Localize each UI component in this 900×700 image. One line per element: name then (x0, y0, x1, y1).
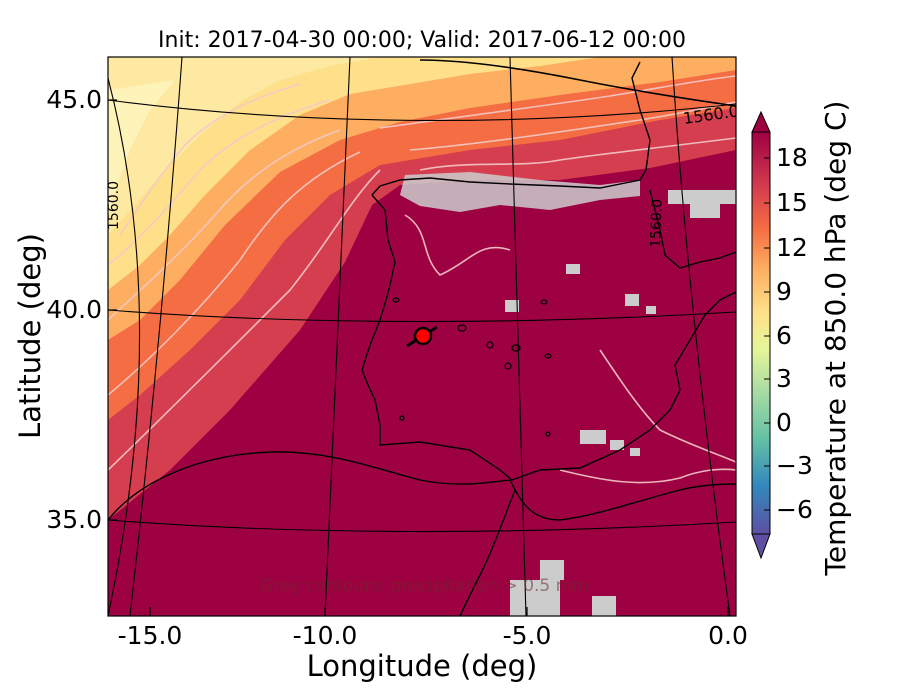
lon-tick-label: -5.0 (502, 621, 552, 650)
location-marker (406, 325, 438, 348)
meridian-line (108, 77, 141, 616)
lon-tick-label: 0.0 (708, 621, 748, 650)
lon-tick-label: -15.0 (117, 621, 183, 650)
meridian-line (671, 57, 731, 616)
temperature-field: 1560.0 1560.0 1560.0 (106, 57, 736, 616)
colorbar-tick-label: 9 (776, 277, 792, 306)
plot-frame (107, 56, 737, 617)
colorbar-tick-label: −3 (776, 451, 813, 480)
parallel-line (108, 99, 736, 122)
colorbar-tick-label: 15 (776, 188, 808, 217)
small-contours (392, 297, 552, 437)
colorbar-extend-min (751, 533, 771, 560)
colorbar (751, 110, 771, 560)
chart-title: Init: 2017-04-30 00:00; Valid: 2017-06-1… (158, 28, 686, 53)
colorbar-tick-label: 3 (776, 364, 792, 393)
contour-label: 1560.0 (648, 199, 666, 249)
isotherm-contours (108, 75, 736, 484)
contour-label: 1560.0 (106, 181, 122, 230)
colorbar-tick-label: −6 (776, 495, 813, 524)
colorbar-tick-label: 0 (776, 408, 792, 437)
colorbar-label: Temperature at 850.0 hPa (deg C) (819, 100, 852, 576)
precipitation-note: Grey contours: precipitation > 0.5 mm (260, 576, 589, 596)
precipitation-patches (400, 172, 736, 616)
colorbar-body (752, 132, 770, 534)
meridian-line (129, 57, 183, 616)
axis-ticks (108, 99, 729, 616)
colorbar-tick-label: 12 (776, 233, 808, 262)
parallel-line (108, 309, 736, 323)
coastlines (108, 61, 736, 616)
colorbar-tick-label: 18 (776, 143, 808, 172)
parallel-line (108, 519, 736, 533)
y-axis-label: Latitude (deg) (13, 233, 47, 439)
lat-tick-label: 45.0 (46, 85, 102, 114)
geopotential-contour (419, 59, 736, 107)
colorbar-extend-max (751, 110, 771, 133)
lon-tick-label: -10.0 (292, 621, 358, 650)
lat-tick-label: 35.0 (46, 505, 102, 534)
colorbar-tick-label: 6 (776, 321, 792, 350)
x-axis-label: Longitude (deg) (306, 649, 538, 683)
lat-tick-label: 40.0 (46, 295, 102, 324)
temperature-band-pale (108, 57, 380, 235)
temperature-band-palest (108, 80, 175, 215)
temperature-band-yellow (108, 57, 600, 290)
